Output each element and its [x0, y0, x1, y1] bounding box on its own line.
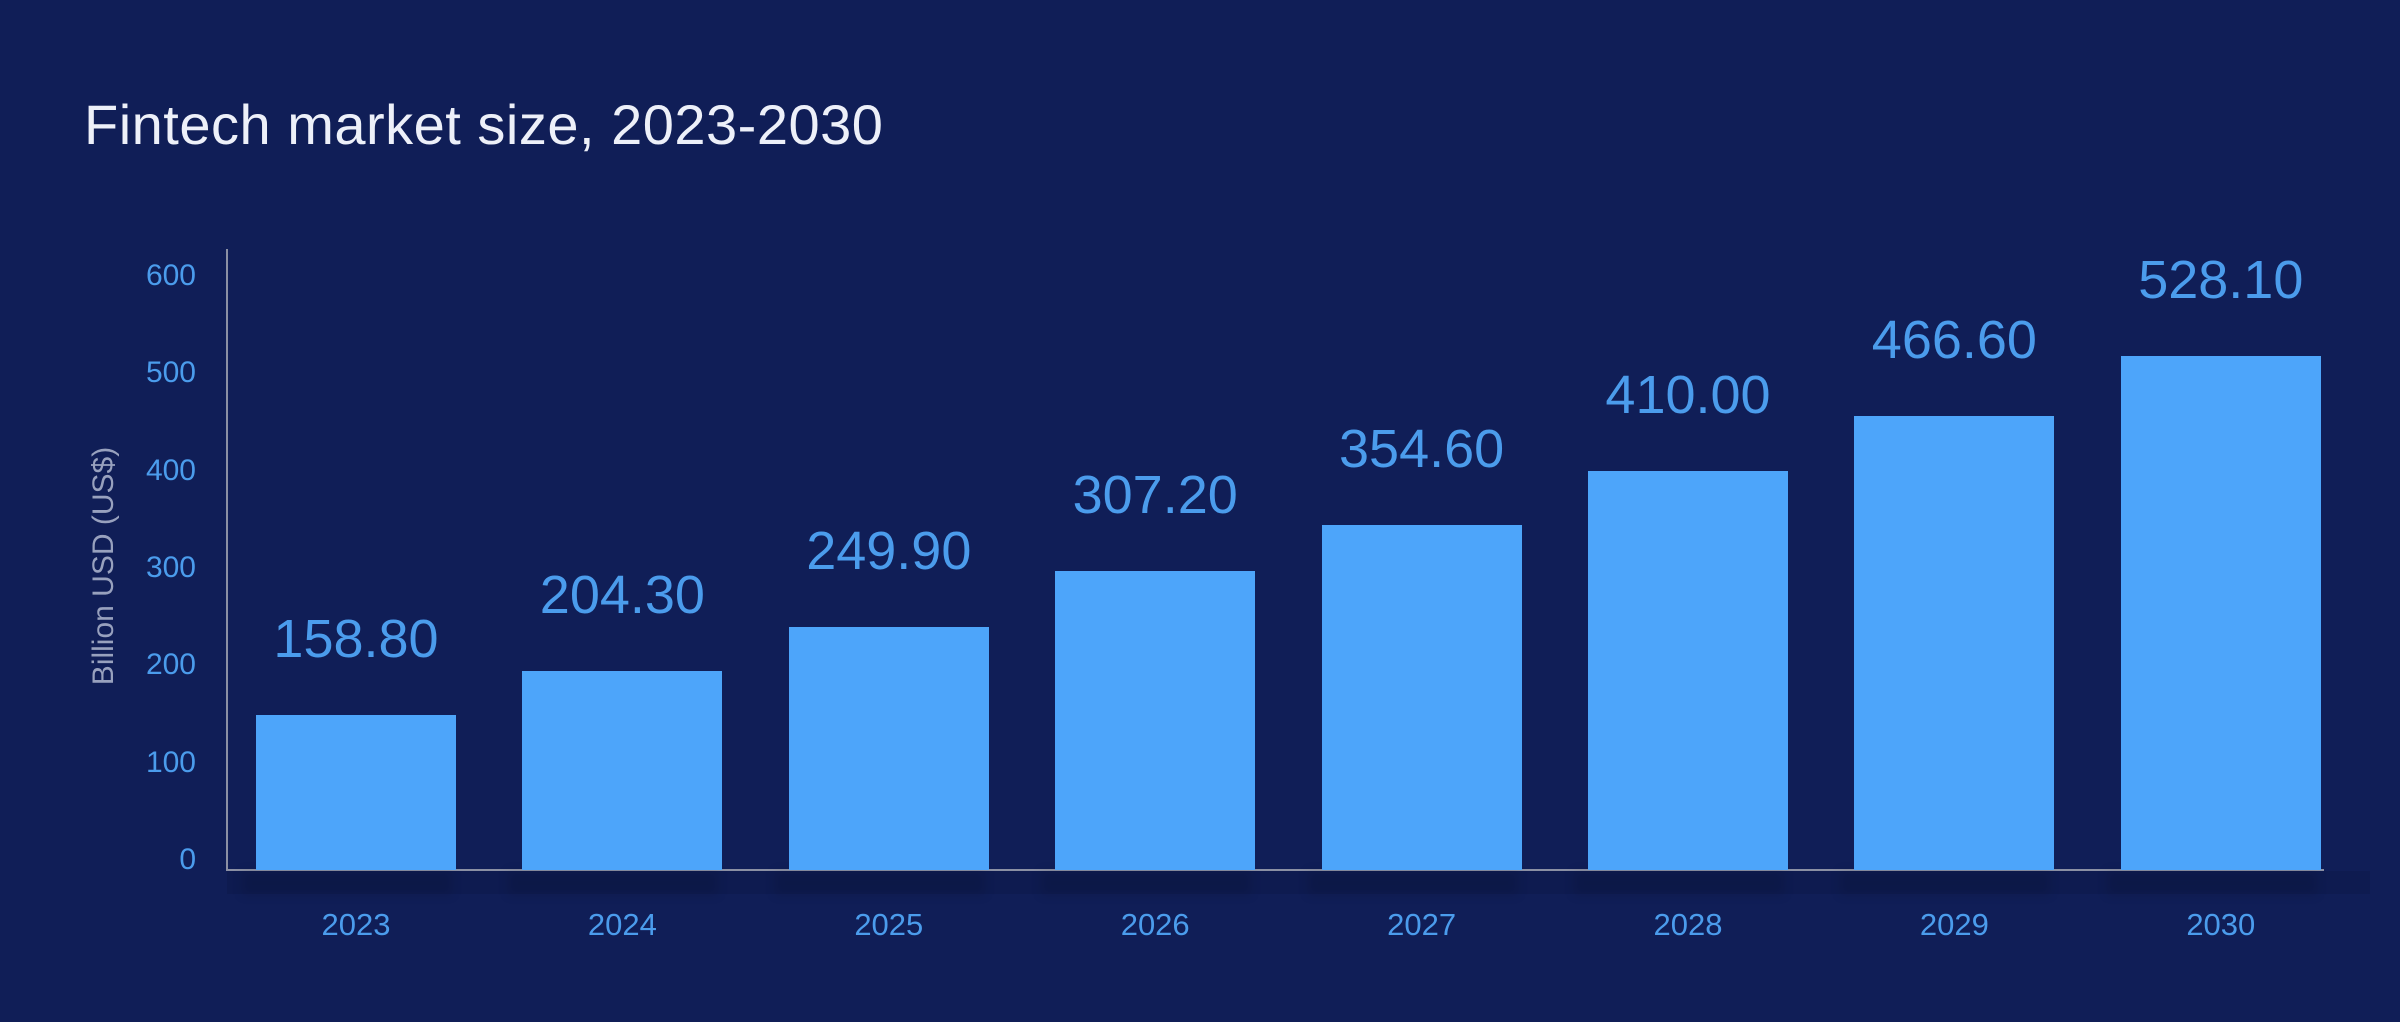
bar-value-label: 249.90	[806, 520, 972, 581]
y-axis-line	[226, 249, 228, 871]
x-axis-label-2025: 2025	[854, 907, 924, 942]
x-axis-label-2030: 2030	[2186, 907, 2256, 942]
bar-2024[interactable]	[522, 671, 723, 870]
x-axis-label-2026: 2026	[1120, 907, 1190, 942]
y-tick-label: 0	[179, 843, 196, 876]
y-tick-label: 300	[145, 551, 196, 584]
y-tick-label: 500	[145, 356, 196, 390]
bar-shadow	[242, 871, 452, 895]
y-tick-label: 100	[145, 745, 196, 779]
bar-2029[interactable]	[1854, 415, 2055, 870]
bar-shadow	[1840, 871, 2051, 895]
bar-shadow	[508, 871, 719, 895]
bar-2028[interactable]	[1588, 470, 1788, 870]
bar-shadow	[1574, 871, 1784, 895]
y-tick-label: 200	[145, 648, 196, 682]
bar-value-label: 158.80	[273, 609, 439, 670]
bar-value-label: 307.20	[1072, 464, 1238, 525]
bar-shadow	[774, 871, 985, 895]
bar-value-label: 354.60	[1339, 418, 1505, 479]
x-axis-label-2029: 2029	[1919, 907, 1989, 942]
x-axis-label-2024: 2024	[587, 907, 657, 942]
plot-baseline-shadow	[227, 871, 2370, 894]
bar-shadow	[1041, 871, 1252, 895]
x-axis-line	[226, 869, 2324, 871]
chart-title: Fintech market size, 2023-2030	[84, 93, 884, 156]
x-axis-label-2023: 2023	[321, 907, 391, 942]
bar-value-label: 466.60	[1871, 309, 2037, 370]
x-axis-label-2028: 2028	[1653, 907, 1723, 942]
bar-value-label: 528.10	[2138, 249, 2304, 310]
bar-value-label: 410.00	[1605, 364, 1771, 425]
bar-2030[interactable]	[2120, 355, 2321, 870]
x-axis-label-2027: 2027	[1387, 907, 1457, 942]
bar-2026[interactable]	[1055, 570, 1256, 870]
bar-2023[interactable]	[256, 715, 456, 870]
bar-shadow	[1307, 871, 1518, 895]
bar-value-label: 204.30	[539, 565, 705, 626]
bar-2025[interactable]	[788, 626, 989, 870]
bar-shadow	[2106, 871, 2317, 895]
bar-2027[interactable]	[1321, 524, 1522, 870]
y-tick-label: 600	[145, 259, 196, 292]
y-tick-label: 400	[145, 453, 196, 487]
